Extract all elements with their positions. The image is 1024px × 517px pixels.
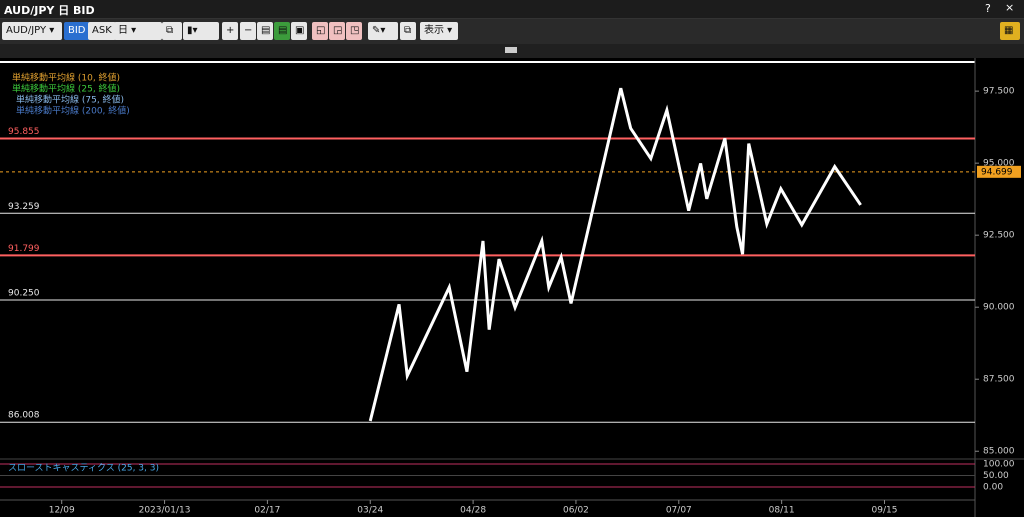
period-select[interactable]: 日 ▾ (114, 22, 162, 40)
display-menu[interactable]: 表示 ▾ (420, 22, 458, 40)
osc-tick-label: 100.00 (983, 460, 1015, 470)
x-tick-label: 12/09 (49, 506, 75, 516)
legend-entry: 単純移動平均線 (10, 終値) (12, 72, 120, 84)
chart-type[interactable]: ▮▾ (183, 22, 219, 40)
toolbar: AUD/JPY ▾ BID ASK 日 ▾ ⧉ ▮▾ + − ▤ ▤ ▣ ◱ ◲… (0, 19, 1024, 44)
display: 表示 (424, 25, 444, 36)
help[interactable]: ? (985, 2, 991, 15)
tool[interactable]: ⧉ (400, 22, 416, 40)
collapse[interactable] (505, 47, 517, 53)
x-tick-label: 07/07 (666, 506, 692, 516)
close[interactable]: × (1005, 1, 1015, 14)
legend-entry: 単純移動平均線 (200, 終値) (16, 105, 130, 117)
legend-entry: 単純移動平均線 (25, 終値) (12, 83, 120, 95)
x-tick-label: 03/24 (357, 506, 383, 516)
x-tick-label: 08/11 (769, 506, 795, 516)
bid-button[interactable]: BID (64, 22, 90, 40)
tool[interactable]: ▣ (291, 22, 307, 40)
y-tick-label: 95.000 (983, 159, 1015, 169)
y-tick-label: 87.500 (983, 375, 1015, 385)
y-tick-label: 97.500 (983, 87, 1015, 97)
x-tick-label: 2023/01/13 (139, 506, 191, 516)
level-label: 90.250 (8, 288, 40, 298)
x-tick-label: 06/02 (563, 506, 589, 516)
osc-tick-label: 0.00 (983, 483, 1003, 493)
x-tick-label: 04/28 (460, 506, 486, 516)
x-tick-label: 09/15 (872, 506, 898, 516)
last-price-tag (977, 165, 1021, 178)
legend-entry: 単純移動平均線 (75, 終値) (16, 94, 124, 106)
tool[interactable]: ◳ (346, 22, 362, 40)
level-label: 86.008 (8, 411, 40, 421)
level-label: 93.259 (8, 202, 40, 212)
y-tick-label: 92.500 (983, 231, 1015, 241)
tool[interactable]: ⧉ (162, 22, 182, 40)
symbol-select[interactable]: AUD/JPY ▾ (2, 22, 62, 40)
y-tick-label: 85.000 (983, 447, 1015, 457)
symbol: AUD/JPY (6, 25, 47, 36)
settings[interactable]: ▦ (1000, 22, 1020, 40)
osc-label: スローストキャスティクス (25, 3, 3) (8, 463, 159, 474)
period: 日 (118, 25, 128, 36)
chart: 85.000 87.500 90.000 92.500 95.000 97.500 12/0… (0, 44, 1024, 517)
window-title: AUD/JPY 日 BID (4, 4, 95, 17)
level-label: 91.799 (8, 244, 40, 254)
tool[interactable]: ◲ (329, 22, 345, 40)
zigzag-line (368, 87, 862, 422)
y-tick-label: 90.000 (983, 303, 1015, 313)
x-tick-label: 02/17 (254, 506, 280, 516)
zoom-out[interactable]: − (240, 22, 256, 40)
ask-button[interactable]: ASK (88, 22, 116, 40)
tool[interactable]: ▤ (257, 22, 273, 40)
last-price-label: 94.699 (981, 167, 1013, 177)
title-bar: AUD/JPY 日 BID ? × (0, 0, 1024, 19)
tool[interactable]: ▤ (274, 22, 290, 40)
level-label: 95.855 (8, 127, 40, 137)
osc-tick-label: 50.00 (983, 471, 1009, 481)
tool[interactable]: ◱ (312, 22, 328, 40)
zoom-in[interactable]: + (222, 22, 238, 40)
draw-tool[interactable]: ✎▾ (368, 22, 398, 40)
